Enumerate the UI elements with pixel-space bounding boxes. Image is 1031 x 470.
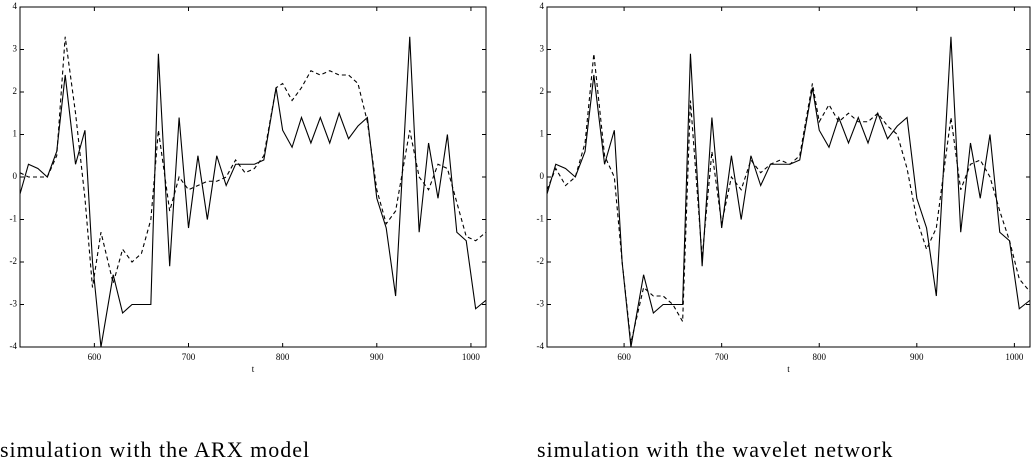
x-tick-label: 1000 <box>462 352 481 362</box>
y-tick-label: 3 <box>13 44 18 54</box>
y-tick-label: -1 <box>537 214 545 224</box>
series-line <box>19 36 487 288</box>
y-tick-label: 2 <box>13 86 18 96</box>
y-tick-label: -2 <box>10 256 18 266</box>
y-tick-label: 0 <box>13 171 18 181</box>
y-tick-label: -3 <box>10 299 18 309</box>
y-tick-label: 4 <box>13 1 18 11</box>
series-line <box>546 53 1031 343</box>
y-tick-label: -4 <box>10 341 18 351</box>
x-tick-label: 800 <box>812 352 826 362</box>
x-tick-label: 700 <box>182 352 196 362</box>
x-tick-label: 700 <box>715 352 729 362</box>
series-line <box>546 36 1031 348</box>
x-axis-label: t <box>787 364 790 374</box>
y-tick-label: -4 <box>537 341 545 351</box>
x-tick-label: 600 <box>88 352 102 362</box>
caption: simulation with the ARX model <box>0 437 310 462</box>
y-tick-label: -3 <box>537 299 545 309</box>
series-line <box>19 36 487 348</box>
y-tick-label: 2 <box>540 86 545 96</box>
x-axis-label: t <box>252 364 255 374</box>
y-tick-label: -1 <box>10 214 18 224</box>
y-tick-label: 1 <box>13 129 18 139</box>
y-tick-label: -2 <box>537 256 545 266</box>
x-tick-label: 600 <box>617 352 631 362</box>
y-tick-label: 1 <box>540 129 545 139</box>
y-tick-label: 3 <box>540 44 545 54</box>
x-tick-label: 1000 <box>1005 352 1024 362</box>
x-tick-label: 900 <box>910 352 924 362</box>
x-tick-label: 900 <box>370 352 384 362</box>
y-tick-label: 0 <box>540 171 545 181</box>
caption: simulation with the wavelet network <box>537 437 893 462</box>
y-tick-label: 4 <box>540 1 545 11</box>
x-tick-label: 800 <box>276 352 290 362</box>
